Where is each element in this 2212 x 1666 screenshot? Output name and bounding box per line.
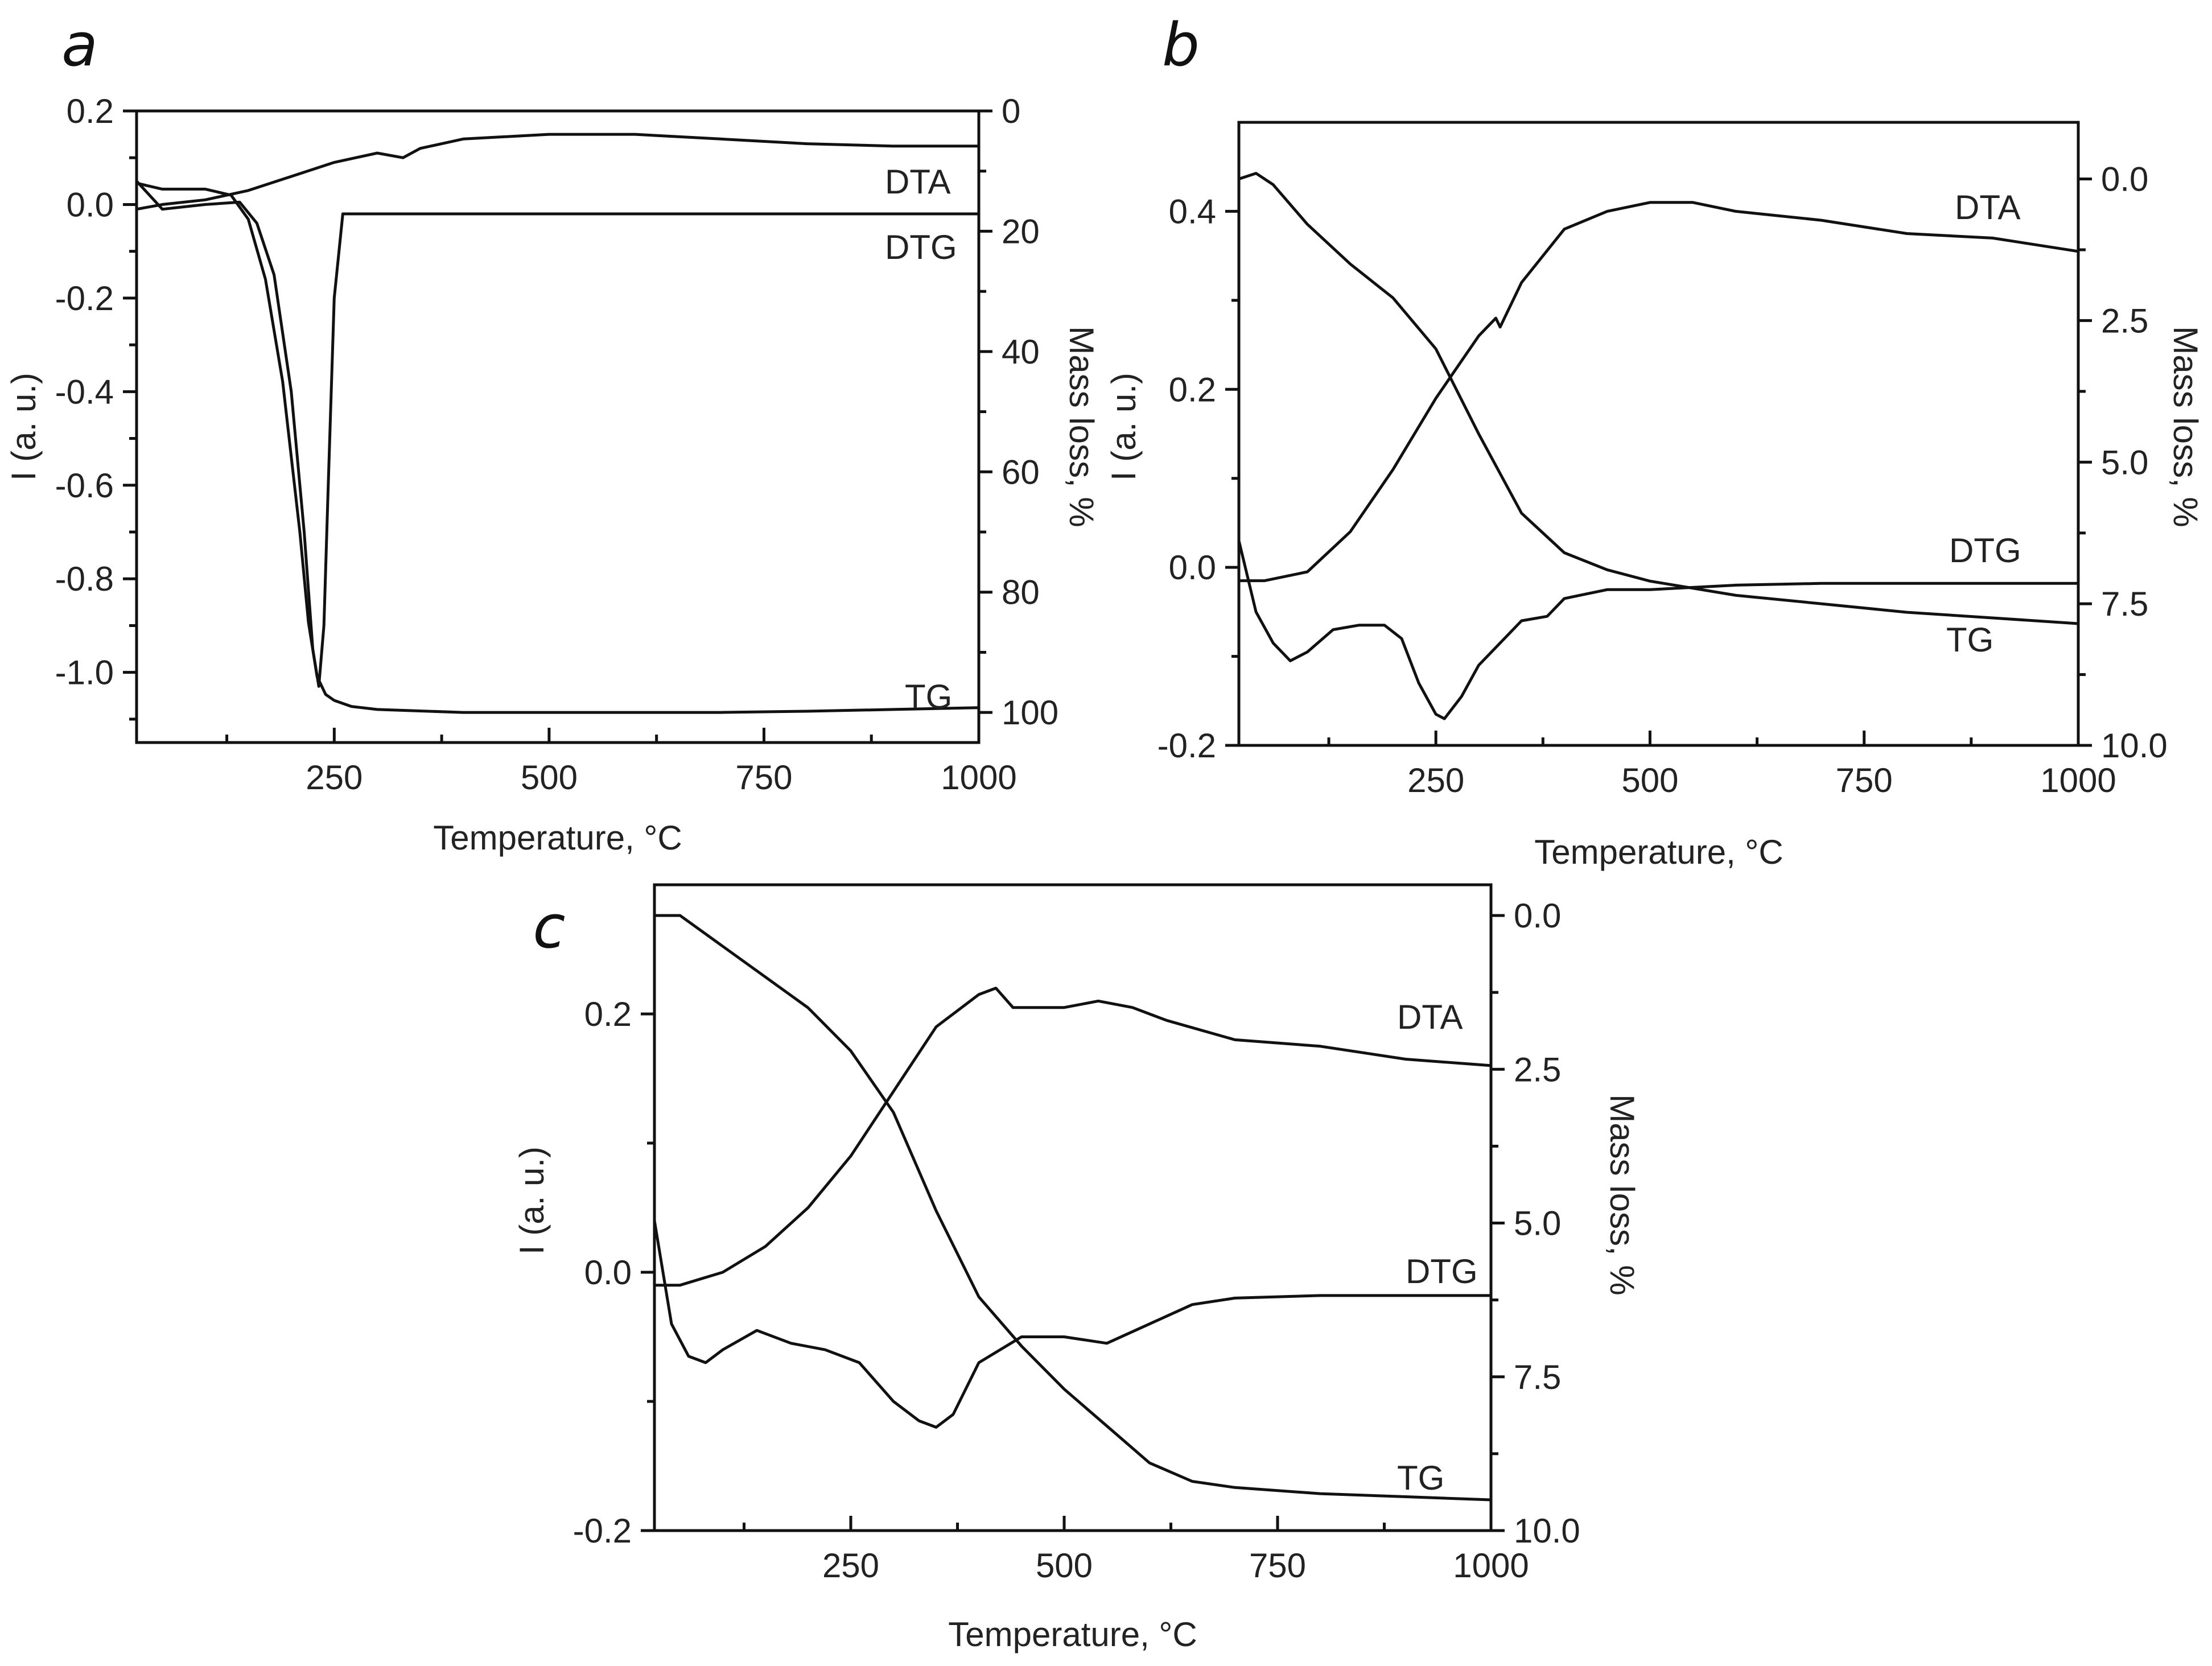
x-axis-title: Temperature, °C xyxy=(433,819,682,857)
y2-axis-title: Mass loss, % xyxy=(1603,1094,1641,1295)
y2-tick-label: 0.0 xyxy=(1514,897,1561,935)
y2-tick-label: 0.0 xyxy=(2101,160,2148,199)
x-tick-label: 500 xyxy=(1621,761,1678,799)
x-tick-label: 250 xyxy=(1407,761,1464,799)
series-line-dtg xyxy=(653,1219,1493,1429)
y-tick-label: 0.2 xyxy=(1169,370,1216,409)
panel-b: b 250 500 750 1000 0.4 0.2 0.0 -0.2 0.0 2.5 5.0 7.5 1… xyxy=(1105,10,2205,871)
y2-tick-label: 40 xyxy=(1002,333,1040,371)
y-tick-label: -0.6 xyxy=(55,467,114,505)
plot-frame xyxy=(653,883,1493,1532)
x-tick-label: 750 xyxy=(735,758,792,797)
series-line-dtg xyxy=(1237,539,2080,720)
curve-label-tg: TG xyxy=(1397,1459,1444,1497)
y2-axis-title: Mass loss, % xyxy=(2166,326,2205,527)
x-tick-label: 1000 xyxy=(941,758,1016,797)
y2-tick-label: 5.0 xyxy=(1514,1205,1561,1243)
y-tick-label: -0.8 xyxy=(55,560,114,598)
y2-tick-label: 2.5 xyxy=(2101,302,2148,340)
x-tick-label: 1000 xyxy=(2040,761,2116,799)
series-line-dta xyxy=(1237,201,2080,583)
y-axis-title: I (a. u.) xyxy=(5,373,43,481)
y-tick-label: 0.0 xyxy=(1169,549,1216,587)
x-tick-label: 750 xyxy=(1836,761,1893,799)
y-axis-title: I (a. u.) xyxy=(1105,373,1143,481)
y2-tick-label: 80 xyxy=(1002,574,1040,612)
panel-c: c 250 500 750 1000 0.2 0.0 -0.2 0.0 2.5 5.0 7.5 10.0… xyxy=(513,883,1641,1653)
panel-letter: c xyxy=(533,892,565,962)
y2-axis-title: Mass loss, % xyxy=(1062,326,1101,527)
plot-frame xyxy=(135,109,981,744)
series-line-tg xyxy=(135,182,981,714)
panel-letter: a xyxy=(61,10,98,80)
x-tick-label: 500 xyxy=(1036,1547,1093,1585)
curve-label-dtg: DTG xyxy=(1949,531,2021,570)
y2-tick-label: 20 xyxy=(1002,212,1040,250)
y2-tick-label: 10.0 xyxy=(2101,727,2168,765)
y-tick-label: 0.2 xyxy=(584,995,632,1033)
series-line-tg xyxy=(1237,172,2080,625)
y2-tick-label: 100 xyxy=(1002,694,1058,732)
y2-tick-label: 10.0 xyxy=(1514,1512,1580,1550)
y2-tick-label: 7.5 xyxy=(2101,585,2148,623)
y-tick-label: -0.2 xyxy=(55,279,114,317)
curve-label-tg: TG xyxy=(1946,621,1993,659)
plot-frame xyxy=(1237,121,2080,747)
y-tick-label: -0.2 xyxy=(573,1512,632,1550)
x-tick-label: 250 xyxy=(306,758,363,797)
y-tick-label: -0.2 xyxy=(1158,727,1216,765)
x-axis-title: Temperature, °C xyxy=(948,1615,1197,1653)
y2-tick-label: 5.0 xyxy=(2101,443,2148,481)
curve-label-tg: TG xyxy=(905,678,952,716)
curve-label-dta: DTA xyxy=(1955,188,2021,226)
x-axis-title: Temperature, °C xyxy=(1534,833,1783,871)
y2-tick-label: 0 xyxy=(1002,92,1020,130)
y2-tick-label: 60 xyxy=(1002,453,1040,491)
series-line-dtg xyxy=(135,179,981,688)
curve-label-dtg: DTG xyxy=(885,228,957,266)
y-tick-label: 0.2 xyxy=(67,92,114,130)
panel-letter: b xyxy=(1162,10,1200,80)
x-tick-label: 750 xyxy=(1249,1547,1306,1585)
curve-label-dtg: DTG xyxy=(1406,1252,1478,1290)
y-tick-label: 0.0 xyxy=(67,185,114,224)
y-tick-label: 0.0 xyxy=(584,1253,632,1292)
x-tick-label: 250 xyxy=(822,1547,879,1585)
series-line-tg xyxy=(653,914,1493,1502)
y-tick-label: -0.4 xyxy=(55,373,114,411)
x-tick-label: 1000 xyxy=(1453,1547,1529,1585)
y-tick-label: 0.4 xyxy=(1169,192,1216,230)
y-tick-label: -1.0 xyxy=(55,654,114,692)
y-axis-title: I (a. u.) xyxy=(513,1147,551,1255)
x-tick-label: 500 xyxy=(521,758,578,797)
series-line-dta xyxy=(653,987,1493,1287)
curve-label-dta: DTA xyxy=(885,163,951,201)
y2-tick-label: 7.5 xyxy=(1514,1358,1561,1396)
curve-label-dta: DTA xyxy=(1397,998,1463,1036)
y2-tick-label: 2.5 xyxy=(1514,1050,1561,1088)
